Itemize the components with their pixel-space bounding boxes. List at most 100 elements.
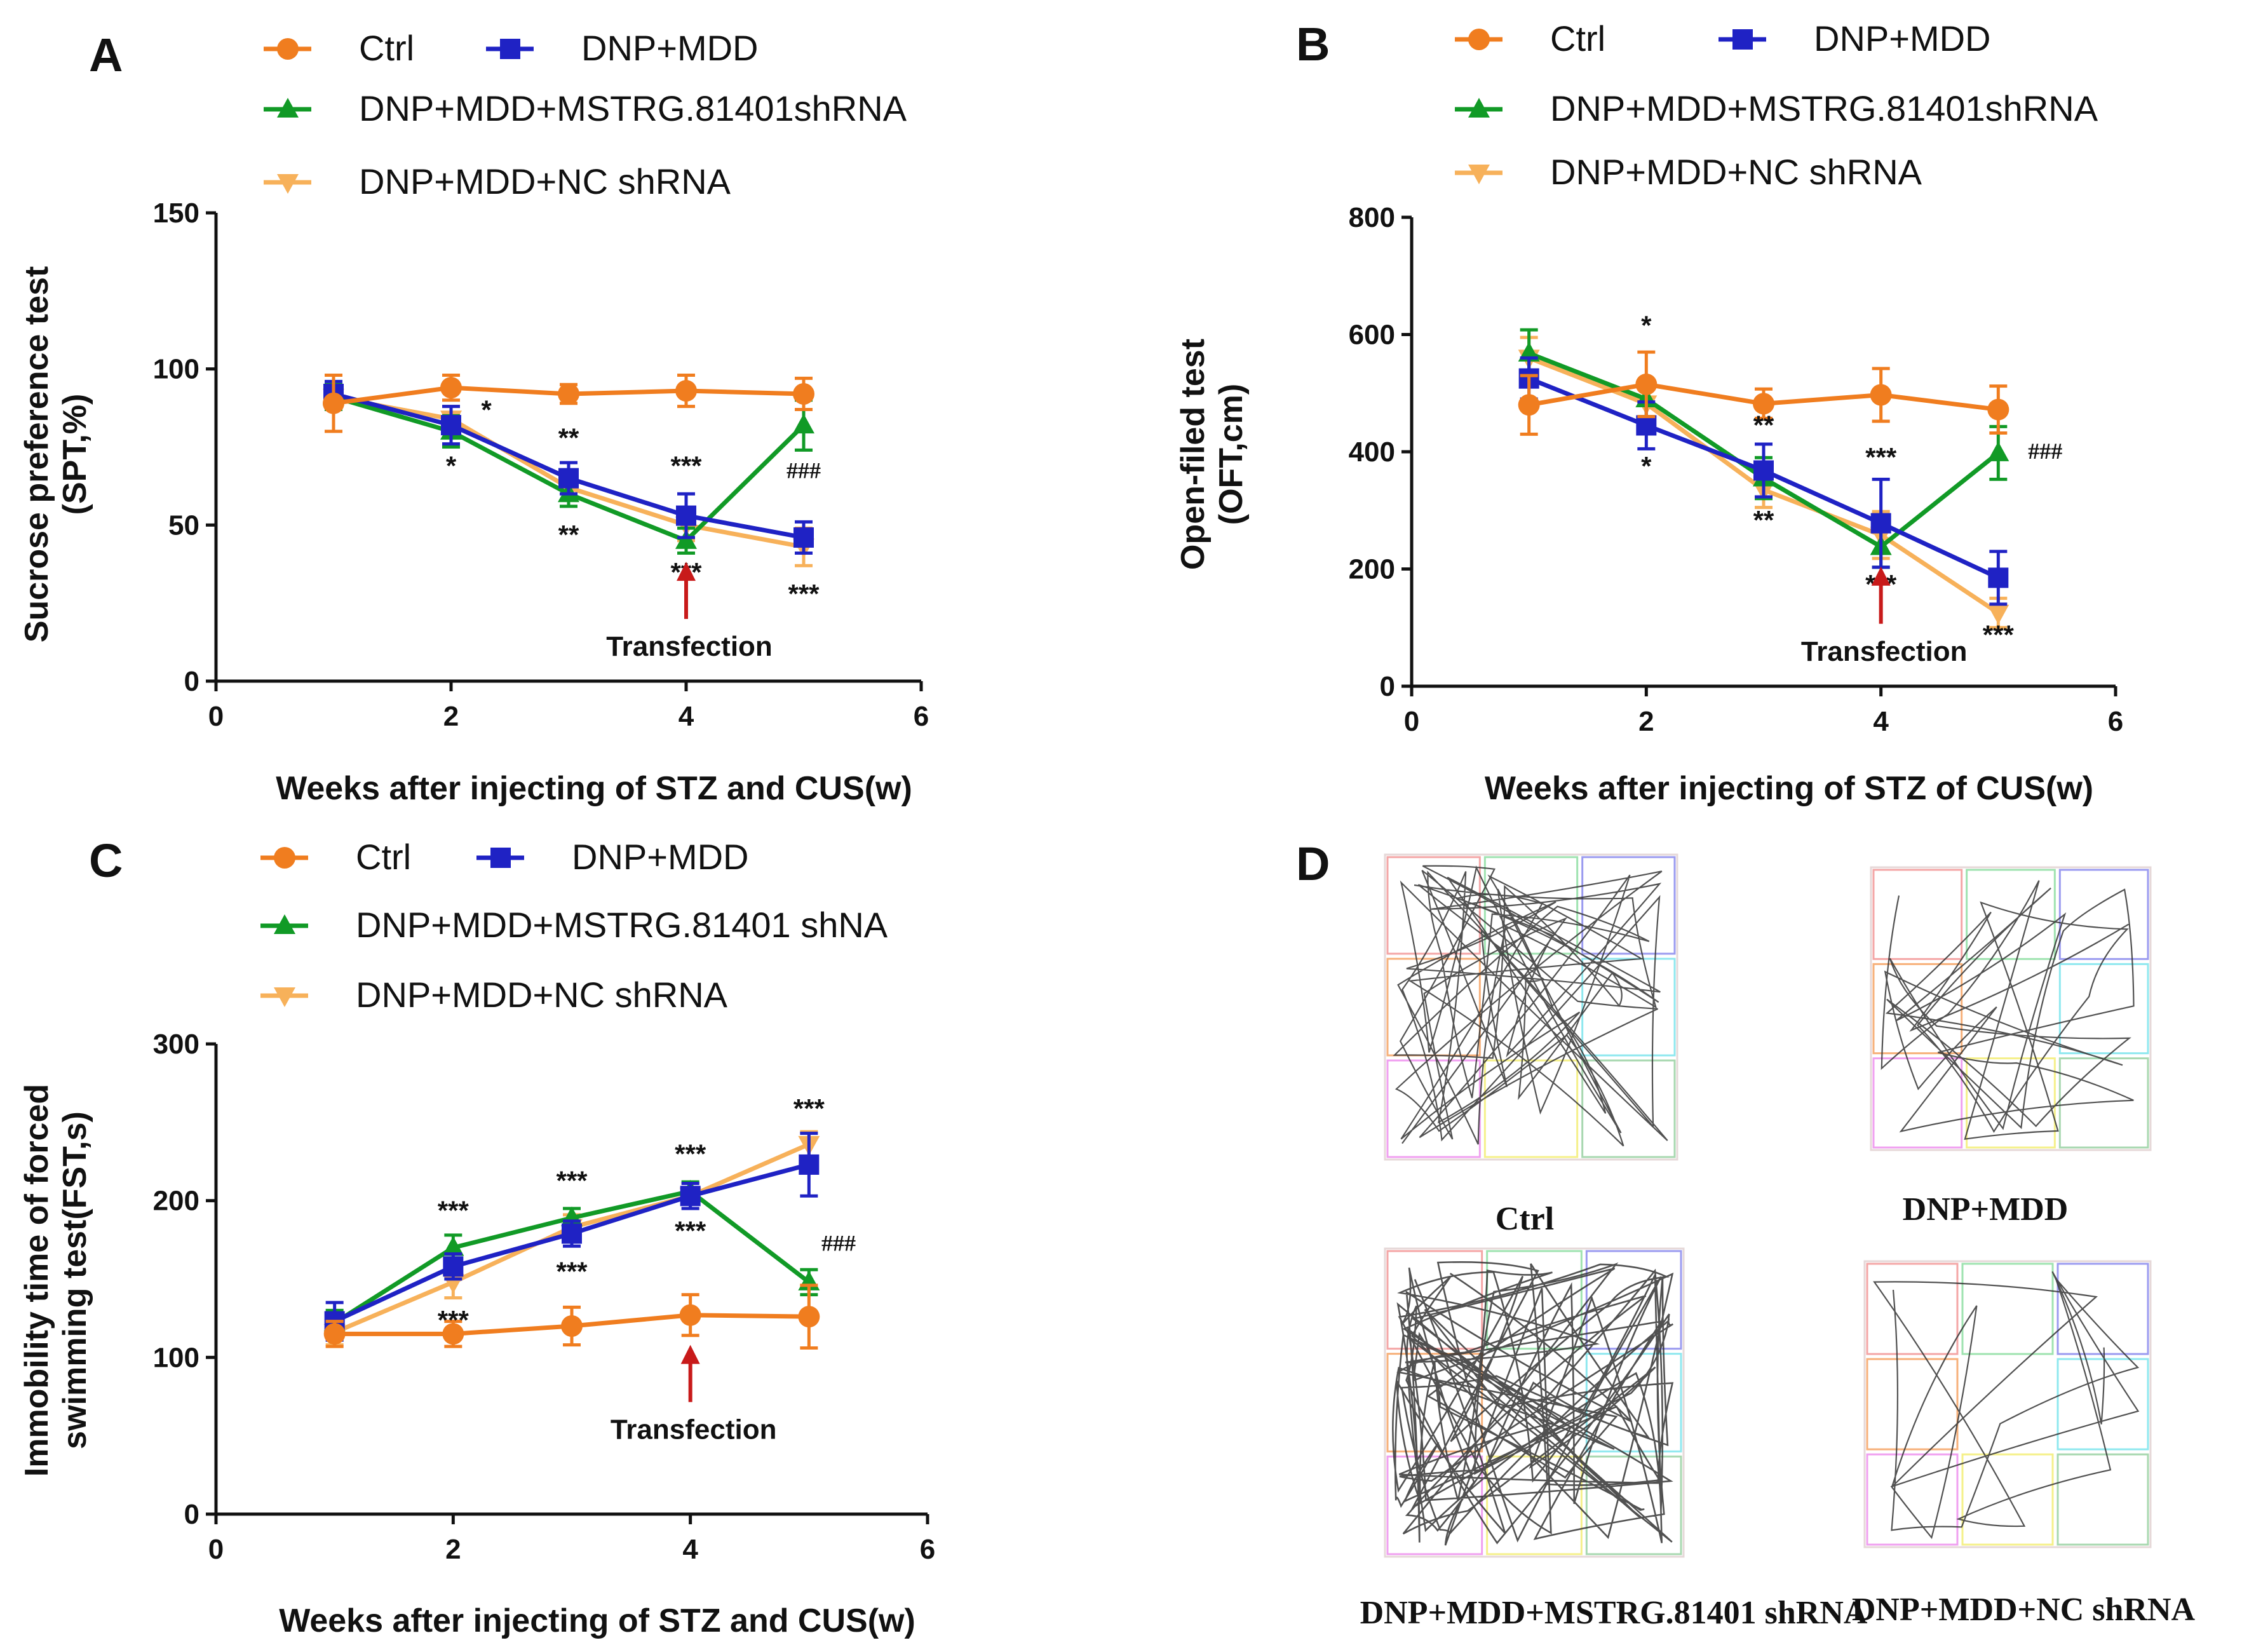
trajectory-path bbox=[1392, 1261, 1674, 1546]
y-tick-label: 150 bbox=[153, 198, 199, 229]
arena-zone bbox=[1961, 1453, 2054, 1546]
legend-marker bbox=[490, 848, 511, 868]
y-axis-title-line2: (SPT,%) bbox=[57, 394, 93, 515]
significance-mark: *** bbox=[675, 1139, 706, 1168]
chart-panel-C: C Ctrl DNP+MDD DNP+MDD+MSTRG.81401 shNA DNP+… bbox=[18, 834, 935, 1639]
legend-marker bbox=[1732, 29, 1753, 50]
data-point bbox=[679, 1304, 701, 1326]
legend-label: DNP+MDD+NC shRNA bbox=[359, 161, 731, 201]
x-tick-label: 6 bbox=[2108, 706, 2123, 737]
significance-mark: *** bbox=[556, 1165, 588, 1195]
transfection-arrow-head bbox=[680, 1344, 700, 1364]
transfection-label: Transfection bbox=[1801, 636, 1968, 667]
significance-mark: ** bbox=[558, 520, 579, 550]
data-point bbox=[558, 383, 579, 405]
x-axis-title: Weeks after injecting of STZ and CUS(w) bbox=[276, 770, 912, 807]
significance-mark: *** bbox=[675, 1215, 706, 1245]
data-point bbox=[1987, 441, 2009, 461]
arena-zone bbox=[1866, 1263, 1959, 1355]
data-point bbox=[443, 1256, 464, 1277]
legend-marker bbox=[500, 39, 520, 59]
data-point bbox=[1870, 384, 1892, 406]
significance-mark: ** bbox=[1753, 505, 1774, 535]
data-point bbox=[558, 468, 579, 489]
series-DNP+MDD bbox=[324, 1132, 820, 1342]
data-point bbox=[798, 1306, 820, 1328]
legend-marker bbox=[1468, 98, 1490, 118]
legend-marker bbox=[277, 174, 299, 194]
y-axis-title: Immobility time of forcedswimming test(F… bbox=[18, 1084, 93, 1477]
legend-label: DNP+MDD+MSTRG.81401shRNA bbox=[359, 88, 907, 128]
y-tick-label: 200 bbox=[1349, 554, 1395, 585]
series-DNP+MDD bbox=[323, 379, 814, 555]
trajectory-label: DNP+MDD+NC shRNA bbox=[1852, 1592, 2196, 1628]
data-point bbox=[793, 383, 814, 405]
y-axis-title-line1: Open-filed test bbox=[1175, 339, 1212, 570]
arena-zone bbox=[1581, 856, 1676, 955]
y-tick-label: 600 bbox=[1349, 320, 1395, 351]
transfection-label: Transfection bbox=[606, 631, 773, 662]
data-point bbox=[793, 527, 814, 548]
significance-mark: ### bbox=[2028, 438, 2062, 464]
data-point bbox=[1636, 415, 1657, 436]
data-point bbox=[441, 415, 461, 436]
significance-mark: * bbox=[1641, 311, 1652, 341]
x-tick-label: 6 bbox=[920, 1534, 935, 1565]
y-tick-label: 200 bbox=[153, 1186, 199, 1217]
y-tick-label: 0 bbox=[1380, 671, 1395, 702]
legend-marker bbox=[277, 98, 299, 118]
y-tick-label: 400 bbox=[1349, 437, 1395, 468]
legend-marker bbox=[1468, 29, 1490, 50]
data-point bbox=[1753, 393, 1774, 415]
chart-panel-B: B Ctrl DNP+MDD DNP+MDD+MSTRG.81401shRNA DNP+… bbox=[1175, 18, 2123, 807]
data-point bbox=[1870, 513, 1891, 534]
series-Ctrl bbox=[323, 373, 814, 433]
y-tick-label: 0 bbox=[184, 666, 199, 697]
legend-label: DNP+MDD bbox=[1814, 18, 1990, 58]
legend-label: DNP+MDD bbox=[581, 28, 758, 68]
significance-mark: * bbox=[481, 395, 492, 424]
arena-zone bbox=[2056, 1263, 2149, 1355]
trajectory-plot-4: DNP+MDD+NC shRNA bbox=[1852, 1260, 2196, 1628]
data-point bbox=[680, 1186, 701, 1207]
series-Ctrl bbox=[323, 1283, 820, 1350]
y-axis-title-line1: Sucrose preference test bbox=[18, 266, 55, 643]
x-tick-label: 2 bbox=[445, 1534, 461, 1565]
panel-letter-B: B bbox=[1296, 18, 1330, 71]
data-point bbox=[561, 1315, 583, 1337]
legend-marker bbox=[1468, 165, 1490, 184]
significance-mark: ** bbox=[1753, 410, 1774, 440]
y-tick-label: 100 bbox=[153, 354, 199, 385]
trajectory-plot-3: DNP+MDD+MSTRG.81401 shRNA bbox=[1360, 1247, 1868, 1631]
legend-label: DNP+MDD+MSTRG.81401shRNA bbox=[1550, 88, 2098, 128]
legend-label: DNP+MDD+NC shRNA bbox=[356, 975, 728, 1015]
significance-mark: * bbox=[446, 451, 457, 481]
arena-zone bbox=[1581, 958, 1676, 1057]
arena-zone bbox=[1872, 1057, 1963, 1149]
y-tick-label: 300 bbox=[153, 1029, 199, 1060]
chart-panel-A: A Ctrl DNP+MDD DNP+MDD+MSTRG.81401shRNA DNP+… bbox=[18, 28, 929, 807]
significance-mark: *** bbox=[1865, 442, 1897, 472]
legend-marker bbox=[274, 914, 295, 934]
data-point bbox=[440, 377, 462, 399]
panel-d: D Ctrl DNP+MDD DNP+MDD+MSTRG.81401 shRNADNP… bbox=[1296, 837, 2196, 1631]
arena-border bbox=[1870, 866, 2152, 1151]
trajectory-label: Ctrl bbox=[1496, 1201, 1554, 1237]
arena-zone bbox=[1872, 869, 1963, 960]
arena-border bbox=[1863, 1260, 2152, 1548]
y-tick-label: 0 bbox=[184, 1499, 199, 1530]
data-point bbox=[676, 505, 696, 526]
x-tick-label: 6 bbox=[914, 701, 929, 732]
legend-marker bbox=[277, 38, 299, 60]
x-tick-label: 0 bbox=[208, 701, 224, 732]
panel-letter-A: A bbox=[89, 29, 123, 81]
data-point bbox=[1987, 604, 2009, 625]
arena-zone bbox=[1866, 1453, 1959, 1546]
x-tick-label: 4 bbox=[679, 701, 694, 732]
significance-mark: *** bbox=[793, 1093, 825, 1123]
significance-mark: ### bbox=[821, 1231, 856, 1256]
trajectory-label: DNP+MDD+MSTRG.81401 shRNA bbox=[1360, 1595, 1868, 1631]
arena-zone bbox=[1961, 1263, 2054, 1355]
significance-mark: *** bbox=[556, 1256, 588, 1286]
